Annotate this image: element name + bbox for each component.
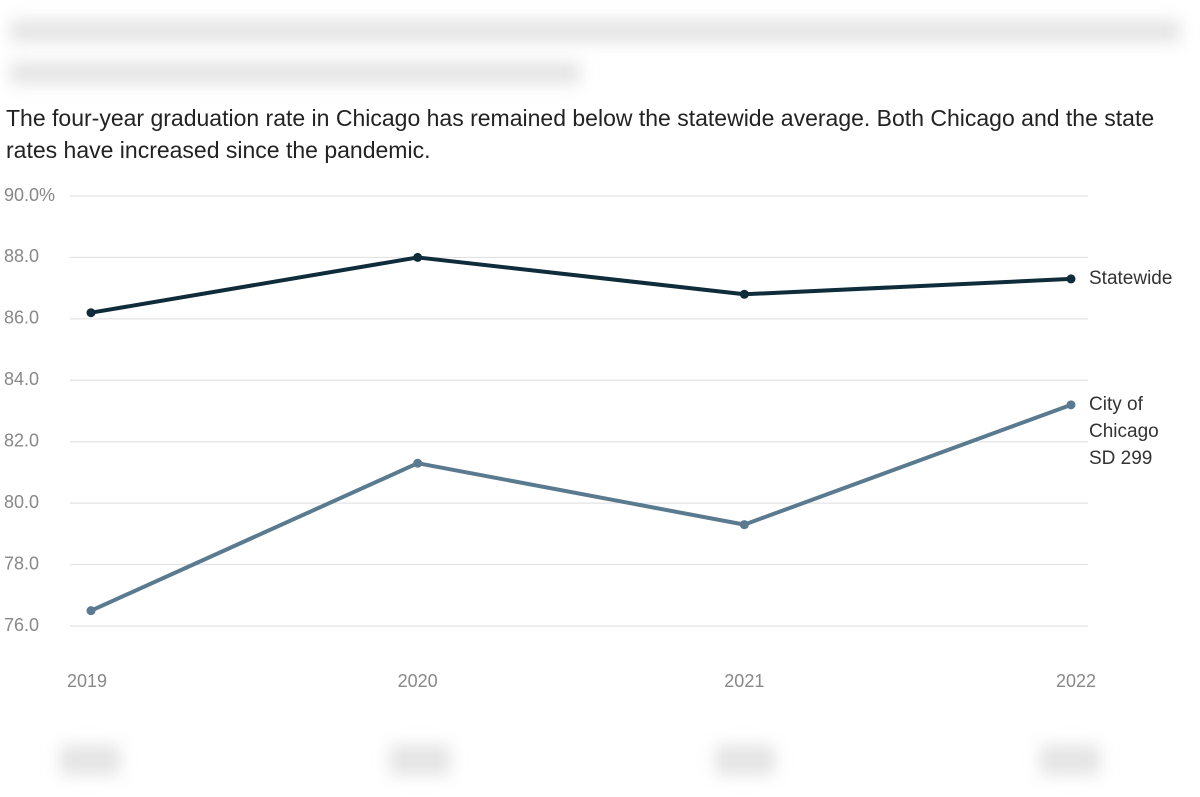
blurred-text (60, 745, 120, 775)
series-line (90, 255, 1072, 315)
series-label: City of Chicago SD 299 (1089, 393, 1159, 469)
point (1066, 274, 1076, 284)
series-label: Statewide (1089, 267, 1173, 289)
point (739, 520, 749, 530)
y-tick-label: 86.0 (4, 308, 39, 328)
point (413, 458, 423, 468)
point (739, 289, 749, 299)
series-line (90, 402, 1072, 613)
point (1066, 400, 1076, 410)
blurred-text (1040, 745, 1100, 775)
y-tick-label: 78.0 (4, 553, 39, 573)
x-tick-label: 2022 (1056, 671, 1096, 691)
x-tick-label: 2020 (398, 671, 438, 691)
blurred-text (715, 745, 775, 775)
y-tick-label: 88.0 (4, 246, 39, 266)
y-tick-label: 82.0 (4, 430, 39, 450)
blurred-text (10, 20, 1180, 42)
y-tick-label: 90.0% (4, 185, 55, 205)
point (413, 252, 423, 262)
point (86, 308, 96, 318)
blurred-text (390, 745, 450, 775)
y-tick-label: 84.0 (4, 369, 39, 389)
chart-title: The four-year graduation rate in Chicago… (6, 105, 1155, 163)
blurred-text (10, 62, 580, 84)
y-tick-label: 76.0 (4, 615, 39, 635)
x-tick-label: 2021 (724, 671, 764, 691)
x-tick-label: 2019 (67, 671, 107, 691)
y-tick-label: 80.0 (4, 492, 39, 512)
point (86, 606, 96, 616)
